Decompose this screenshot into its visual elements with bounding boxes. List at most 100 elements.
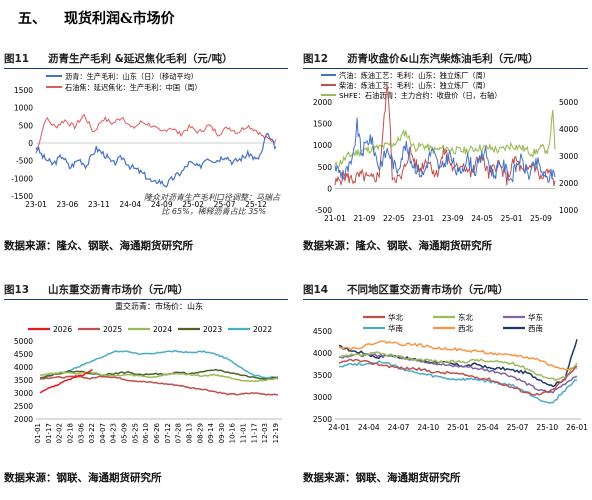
x-tick-label: 22-05 [383,214,405,223]
legend-label: 东北 [458,312,473,322]
y-tick-label: 3000 [313,393,332,402]
legend-label: 西南 [528,323,543,333]
x-tick-label: 12-19 [272,423,280,443]
x-tick-label: 26-01 [566,423,588,432]
legend-label: SHFE：石油沥青：主力合约：收盘价（日，右轴） [339,91,501,100]
x-tick-label: 23-01 [412,214,434,223]
x-tick-label: 04-07 [99,423,107,443]
series-line-华南 [338,360,578,404]
legend-label: 2026 [53,325,72,334]
x-tick-label: 25-01 [447,423,469,432]
x-tick-label: 23-11 [88,200,110,209]
x-tick-label: 08-13 [185,423,193,443]
legend-label: 石油焦：延迟焦化：生产毛利：中国（周） [65,83,202,92]
figure-13-source: 数据来源：钢联、海通期货研究所 [4,472,162,484]
x-tick-label: 21-09 [354,214,376,223]
series-line-华北 [338,358,578,396]
y-tick-label: 3000 [14,389,33,398]
x-tick-label: 10-16 [229,422,237,443]
y-tick-label: 4000 [14,363,33,372]
x-tick-label: 24-05 [471,214,493,223]
legend-label: 沥青：生产毛利：山东（日）（移动平均） [65,72,198,81]
series-line-diesel-margin [334,85,556,187]
y-tick-label: 2500 [14,402,33,411]
chart-title: 重交沥青：市场价：山东 [115,301,203,311]
figure-13-header: 图13 山东重交沥青市场价（元/吨） [4,284,189,296]
x-tick-label: 21-01 [324,214,346,223]
legend-label: 汽油：炼油工艺：毛利：山东：独立炼厂（周） [339,71,490,80]
series-line-gasoline-margin [334,117,556,183]
x-tick-label: 25-04 [477,423,499,432]
legend-label: 华南 [388,323,403,333]
legend-label: 华东 [528,312,543,322]
series-line-2026 [39,368,93,394]
series-line-shfe-close [334,110,556,169]
figure-14-rule [303,299,588,300]
x-tick-label: 09-30 [218,423,226,443]
annotation-line-1: 隆众对沥青生产毛利口径调整：马瑞占 [144,193,281,202]
y-tick-label: 1000 [14,104,33,113]
x-tick-label: 25-07 [214,200,236,209]
x-tick-label: 07-28 [175,423,183,443]
y-right-tick-label: 2000 [559,179,578,188]
y-tick-label: 4500 [313,327,332,336]
x-tick-label: 06-10 [142,423,150,443]
figure-14-chart: 不同地区重交沥青市场价华北东北华东华南西北西南45004000350030002… [313,312,588,432]
series-line-2024 [39,370,279,383]
x-tick-label: 11-01 [240,423,248,443]
x-tick-label: 12-03 [261,423,269,443]
series-line-华东 [338,353,578,394]
x-tick-label: 24-09 [151,200,173,209]
x-tick-label: 01-01 [34,423,42,443]
legend-label: 2022 [253,325,272,334]
figure-12-header: 图12 沥青收盘价&山东汽柴炼油毛利（元/吨） [303,53,539,65]
y-right-tick-label: 5000 [559,98,578,107]
y-right-tick-label: 4000 [559,125,578,134]
y-tick-label: -500 [16,157,33,166]
x-tick-label: 25-02 [182,200,204,209]
y-right-tick-label: 3000 [559,152,578,161]
x-tick-label: 03-22 [88,423,96,443]
series-line-coking-margin [35,113,277,154]
y-tick-label: 1500 [14,86,33,95]
legend-label: 2025 [103,325,122,334]
x-tick-label: 24-10 [417,423,439,432]
x-tick-label: 07-12 [164,423,172,443]
y-tick-label: -1000 [11,174,33,183]
x-tick-label: 24-07 [388,423,410,432]
series-line-西南 [338,339,578,388]
x-tick-label: 02-02 [56,423,64,443]
y-tick-label: 0 [28,139,33,148]
series-line-2025 [39,374,279,396]
figure-11-source: 数据来源：隆众、钢联、海通期货研究所 [4,240,193,252]
x-tick-label: 25-10 [536,423,558,432]
y-tick-label: 4500 [14,350,33,359]
y-tick-label: 500 [19,121,34,130]
x-tick-label: 23-06 [57,200,79,209]
x-tick-label: 25-01 [501,214,523,223]
legend-label: 2024 [153,325,172,334]
x-tick-label: 05-25 [131,423,139,443]
legend-label: 西北 [458,324,473,333]
series-line-东北 [338,351,578,381]
series-line-asphalt-margin [35,132,277,188]
y-tick-label: 2000 [14,415,33,424]
x-tick-label: 25-12 [245,200,267,209]
y-tick-label: 3500 [313,371,332,380]
figure-14-source: 数据来源：钢联、海通期货研究所 [303,472,461,484]
series-line-2022 [39,350,279,381]
section-heading: 五、 现货利润&市场价 [18,11,175,27]
legend-label: 柴油：炼油工艺：毛利：山东：独立炼厂（周） [339,81,490,90]
y-tick-label: 4000 [313,349,332,358]
x-tick-label: 23-01 [25,200,47,209]
figure-13-rule [4,299,288,300]
figure-14-header: 图14 不同地区重交沥青市场价（元/吨） [303,284,509,296]
figure-11-header: 图11 沥青生产毛利 &延迟焦化毛利（元/吨） [4,53,233,65]
x-tick-label: 23-09 [442,214,464,223]
y-left-tick-label: 500 [318,163,333,172]
y-tick-label: 5000 [14,337,33,346]
x-tick-label: 24-01 [328,423,350,432]
annotation-line-2: 比 65%，稀释沥青占比 35% [161,207,266,216]
series-line-2023 [39,368,279,380]
y-left-tick-label: -500 [315,206,332,215]
